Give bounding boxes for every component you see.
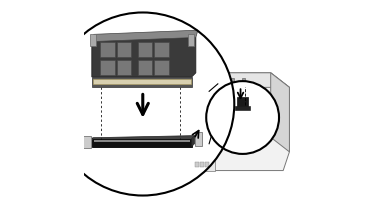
Polygon shape <box>92 30 198 42</box>
FancyBboxPatch shape <box>200 162 204 167</box>
FancyBboxPatch shape <box>138 60 152 75</box>
FancyBboxPatch shape <box>200 78 203 82</box>
FancyBboxPatch shape <box>188 34 194 46</box>
FancyBboxPatch shape <box>246 98 254 106</box>
FancyBboxPatch shape <box>246 121 254 129</box>
FancyBboxPatch shape <box>200 98 208 106</box>
FancyBboxPatch shape <box>93 79 190 84</box>
FancyBboxPatch shape <box>211 109 220 118</box>
Circle shape <box>51 12 234 196</box>
FancyBboxPatch shape <box>234 121 243 129</box>
FancyBboxPatch shape <box>211 98 220 106</box>
FancyBboxPatch shape <box>90 34 96 46</box>
FancyBboxPatch shape <box>94 140 190 142</box>
FancyBboxPatch shape <box>223 98 231 106</box>
FancyBboxPatch shape <box>246 109 254 118</box>
FancyBboxPatch shape <box>195 132 202 146</box>
Circle shape <box>206 81 279 154</box>
FancyBboxPatch shape <box>195 162 198 167</box>
FancyBboxPatch shape <box>82 136 91 148</box>
FancyBboxPatch shape <box>211 121 220 129</box>
FancyBboxPatch shape <box>154 60 169 75</box>
FancyBboxPatch shape <box>257 109 265 118</box>
FancyBboxPatch shape <box>231 78 234 82</box>
Polygon shape <box>92 136 195 139</box>
Polygon shape <box>92 37 196 77</box>
Polygon shape <box>192 136 195 147</box>
FancyBboxPatch shape <box>237 97 248 106</box>
FancyBboxPatch shape <box>210 78 213 82</box>
FancyBboxPatch shape <box>100 42 115 57</box>
Polygon shape <box>92 139 192 147</box>
FancyBboxPatch shape <box>257 121 265 129</box>
FancyBboxPatch shape <box>138 42 152 57</box>
FancyBboxPatch shape <box>200 109 208 118</box>
FancyBboxPatch shape <box>154 42 169 57</box>
FancyBboxPatch shape <box>223 121 231 129</box>
FancyBboxPatch shape <box>234 98 243 106</box>
Polygon shape <box>194 152 214 171</box>
Polygon shape <box>92 77 192 87</box>
FancyBboxPatch shape <box>242 78 245 82</box>
FancyBboxPatch shape <box>117 42 131 57</box>
FancyBboxPatch shape <box>223 109 231 118</box>
FancyBboxPatch shape <box>257 98 265 106</box>
FancyBboxPatch shape <box>234 109 243 118</box>
Polygon shape <box>194 73 290 171</box>
FancyBboxPatch shape <box>100 60 115 75</box>
FancyBboxPatch shape <box>205 162 209 167</box>
FancyBboxPatch shape <box>221 78 224 82</box>
FancyBboxPatch shape <box>117 60 131 75</box>
FancyBboxPatch shape <box>200 121 208 129</box>
Polygon shape <box>194 73 290 87</box>
Polygon shape <box>271 73 290 152</box>
FancyBboxPatch shape <box>235 106 250 110</box>
